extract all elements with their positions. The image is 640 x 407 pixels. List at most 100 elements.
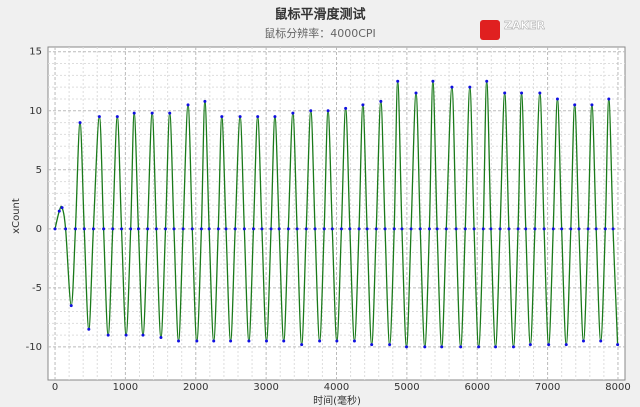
data-point <box>177 339 181 343</box>
data-point <box>414 91 418 95</box>
data-point <box>300 343 304 347</box>
data-point <box>388 343 392 347</box>
data-point <box>295 227 299 231</box>
data-point <box>242 227 246 231</box>
data-point <box>361 103 365 107</box>
data-point <box>538 91 542 95</box>
data-point <box>106 333 110 337</box>
data-point <box>322 227 326 231</box>
data-point <box>528 343 532 347</box>
data-point <box>330 227 334 231</box>
chart-subtitle: 鼠标分辨率：4000CPI <box>264 26 376 40</box>
data-point <box>277 227 281 231</box>
data-point <box>82 227 86 231</box>
watermark: ZAKER <box>504 19 546 32</box>
y-tick-label: 15 <box>29 47 42 58</box>
x-tick-label: 1000 <box>113 382 138 393</box>
data-point <box>503 91 507 95</box>
data-point <box>141 333 145 337</box>
data-point <box>91 227 95 231</box>
data-point <box>511 345 515 349</box>
data-point <box>599 339 603 343</box>
data-point <box>498 227 502 231</box>
data-point <box>154 227 158 231</box>
y-tick-label: 5 <box>36 165 42 176</box>
data-point <box>195 339 199 343</box>
data-point <box>542 227 546 231</box>
data-point <box>129 227 133 231</box>
data-point <box>309 109 313 113</box>
x-tick-label: 0 <box>52 382 58 393</box>
data-point <box>264 339 268 343</box>
data-point <box>396 79 400 83</box>
x-tick-label: 4000 <box>324 382 349 393</box>
data-point <box>64 227 68 231</box>
data-point <box>400 227 404 231</box>
data-point <box>111 227 115 231</box>
data-point <box>186 103 190 107</box>
data-point <box>78 121 82 125</box>
data-point <box>468 85 472 89</box>
data-point <box>590 103 594 107</box>
data-point <box>459 345 463 349</box>
data-point <box>203 99 207 103</box>
y-tick-label: -5 <box>32 283 42 294</box>
data-point <box>365 227 369 231</box>
data-point <box>581 339 585 343</box>
data-point <box>53 227 57 231</box>
x-tick-label: 7000 <box>535 382 560 393</box>
data-point <box>357 227 361 231</box>
data-point <box>489 227 493 231</box>
data-point <box>120 227 124 231</box>
data-point <box>520 91 524 95</box>
x-axis-label: 时间(毫秒) <box>313 394 361 407</box>
data-point <box>273 115 277 119</box>
data-point <box>444 227 448 231</box>
data-point <box>326 109 330 113</box>
y-axis-label: xCount <box>11 198 22 234</box>
data-point <box>374 227 378 231</box>
data-point <box>132 111 136 115</box>
data-point <box>611 227 615 231</box>
data-point <box>344 106 348 110</box>
data-point <box>199 227 203 231</box>
data-point <box>555 97 559 101</box>
data-point <box>507 227 511 231</box>
data-point <box>282 339 286 343</box>
data-point <box>269 227 273 231</box>
data-point <box>370 343 374 347</box>
data-point <box>573 103 577 107</box>
data-point <box>607 97 611 101</box>
data-point <box>286 227 290 231</box>
data-point <box>87 327 91 331</box>
data-point <box>233 227 237 231</box>
data-point <box>150 111 154 115</box>
x-tick-label: 6000 <box>465 382 490 393</box>
data-point <box>318 339 322 343</box>
data-point <box>586 227 590 231</box>
x-tick-label: 2000 <box>183 382 208 393</box>
data-point <box>260 227 264 231</box>
data-point <box>494 345 498 349</box>
data-point <box>427 227 431 231</box>
data-point <box>423 345 427 349</box>
data-point <box>463 227 467 231</box>
y-tick-label: 0 <box>36 224 42 235</box>
data-point <box>212 339 216 343</box>
data-point <box>335 339 339 343</box>
data-point <box>73 227 77 231</box>
data-point <box>97 115 101 119</box>
data-point <box>229 339 233 343</box>
x-tick-label: 3000 <box>253 382 278 393</box>
data-point <box>190 227 194 231</box>
data-point <box>313 227 317 231</box>
data-point <box>207 227 211 231</box>
data-point <box>547 343 551 347</box>
data-point <box>524 227 528 231</box>
data-point <box>339 227 343 231</box>
data-point <box>146 227 150 231</box>
data-point <box>216 227 220 231</box>
data-point <box>247 339 251 343</box>
data-point <box>551 227 555 231</box>
